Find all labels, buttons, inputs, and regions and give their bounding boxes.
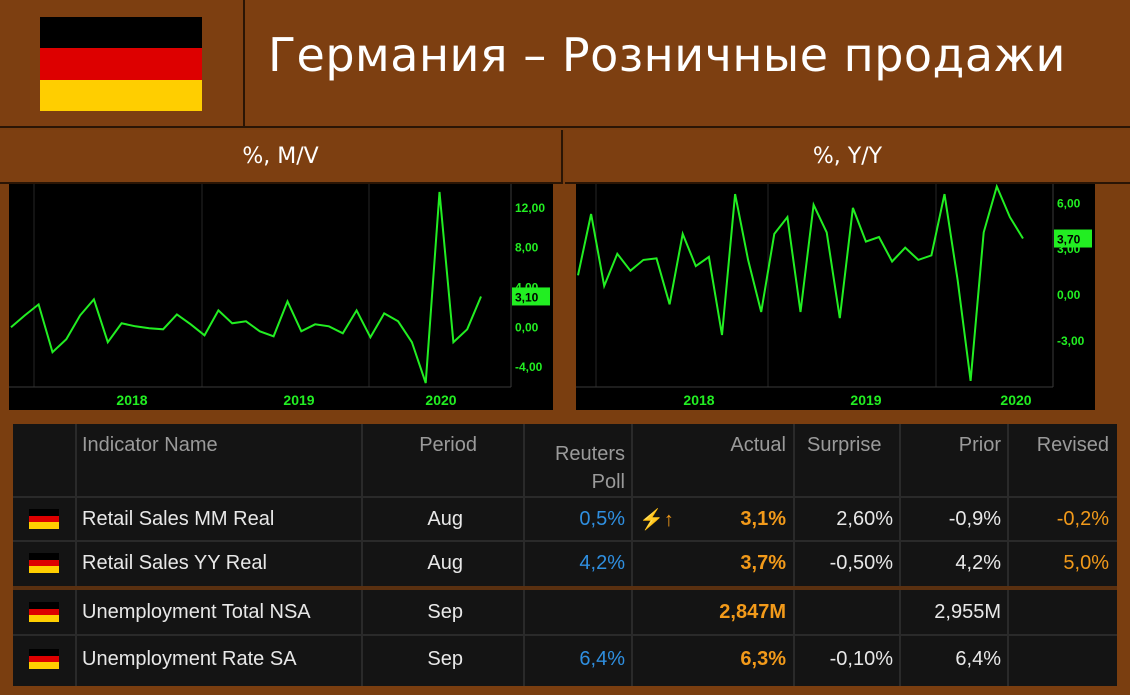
actual: 2,847M [719, 600, 786, 623]
prior: 4,2% [955, 551, 1001, 574]
header-surprise[interactable]: Surprise [807, 434, 882, 456]
surprise-alert-icon[interactable]: ⚡↑ [639, 508, 674, 531]
reuters-poll: 6,4% [579, 647, 625, 670]
y-tick-label: 12,00 [515, 201, 545, 215]
indicators-table: Indicator Name Period Reuters Poll Actua… [13, 424, 1117, 686]
actual: 3,7% [740, 551, 786, 574]
y-tick-label: 6,00 [1057, 196, 1081, 210]
surprise [793, 590, 893, 634]
table-row[interactable]: Unemployment Total NSA Sep 2,847M 2,955M [13, 590, 1117, 634]
surprise: 2,60% [836, 507, 893, 530]
x-tick-label: 2020 [425, 392, 456, 408]
x-tick-label: 2019 [283, 392, 314, 408]
column-separator [1007, 424, 1009, 686]
germany-flag-icon [29, 590, 61, 634]
surprise: -0,10% [829, 647, 893, 670]
chart-left-title: %, М/V [0, 130, 563, 184]
germany-flag-icon [29, 498, 61, 540]
column-separator [899, 424, 901, 686]
chart-right-title: %, Y/Y [565, 130, 1130, 184]
reuters-poll: 0,5% [579, 507, 625, 530]
y-tick-label: 0,00 [515, 320, 539, 334]
flag-box [0, 0, 245, 128]
reuters-poll: 4,2% [579, 551, 625, 574]
row-separator [13, 540, 1117, 542]
germany-flag-icon [29, 636, 61, 682]
revised: -0,2% [1056, 507, 1109, 530]
column-separator [361, 424, 363, 686]
surprise: -0,50% [829, 551, 893, 574]
revised: 5,0% [1063, 551, 1109, 574]
y-tick-label: -4,00 [515, 360, 543, 374]
actual: 3,1% [740, 507, 786, 530]
column-separator [75, 424, 77, 686]
actual: 6,3% [740, 647, 786, 670]
period: Sep [427, 647, 463, 670]
series-line [577, 184, 1024, 382]
row-separator [13, 586, 1117, 590]
last-value-tag [512, 287, 550, 306]
header-indicator-name[interactable]: Indicator Name [82, 434, 218, 456]
germany-flag-icon [29, 542, 61, 584]
table-header: Indicator Name Period Reuters Poll Actua… [13, 424, 1117, 496]
period: Aug [427, 507, 463, 530]
table-row[interactable]: Unemployment Rate SA Sep 6,4% 6,3% -0,10% 6,4… [13, 636, 1117, 682]
header: Германия – Розничные продажи [0, 0, 1130, 128]
table-row[interactable]: Retail Sales YY Real Aug 4,2% 3,7% -0,50% 4,2… [13, 542, 1117, 584]
last-value-label: 3,10 [515, 290, 539, 304]
prior: -0,9% [948, 507, 1001, 530]
x-tick-label: 2020 [1000, 392, 1031, 408]
header-period[interactable]: Period [419, 434, 477, 456]
revised [1009, 590, 1109, 634]
y-tick-label: -3,00 [1057, 334, 1085, 348]
header-actual[interactable]: Actual [730, 434, 786, 456]
header-revised[interactable]: Revised [1036, 434, 1109, 456]
table-row[interactable]: Retail Sales MM Real Aug 0,5% ⚡↑ 3,1% 2,60% -0… [13, 498, 1117, 540]
period: Sep [427, 600, 463, 623]
x-tick-label: 2018 [683, 392, 714, 408]
row-separator [13, 634, 1117, 636]
chart-yoy: 6,00 3,00 0,00 -3,00 2018 2019 2020 3,70 [576, 184, 1095, 410]
y-tick-label: 0,00 [1057, 288, 1081, 302]
page-title: Германия – Розничные продажи [268, 28, 1066, 82]
header-poll-line2: Poll [591, 471, 625, 493]
reuters-poll [523, 590, 625, 634]
x-tick-label: 2019 [850, 392, 881, 408]
header-prior[interactable]: Prior [958, 434, 1001, 456]
indicator-name: Retail Sales MM Real [82, 507, 275, 530]
row-separator [13, 496, 1117, 498]
indicator-name: Retail Sales YY Real [82, 551, 267, 574]
germany-flag-icon [40, 17, 202, 111]
series-line [10, 191, 482, 384]
last-value-tag [1054, 229, 1092, 248]
x-tick-label: 2018 [116, 392, 147, 408]
last-value-label: 3,70 [1057, 233, 1081, 247]
indicator-name: Unemployment Rate SA [82, 647, 297, 670]
indicator-name: Unemployment Total NSA [82, 600, 311, 623]
prior: 2,955M [934, 600, 1001, 623]
column-separator [793, 424, 795, 686]
column-separator [631, 424, 633, 686]
revised [1009, 636, 1109, 682]
prior: 6,4% [955, 647, 1001, 670]
header-poll-line1: Reuters [554, 443, 625, 465]
period: Aug [427, 551, 463, 574]
y-tick-label: 8,00 [515, 241, 539, 255]
column-separator [523, 424, 525, 686]
header-reuters-poll[interactable]: Reuters Poll [523, 424, 625, 496]
